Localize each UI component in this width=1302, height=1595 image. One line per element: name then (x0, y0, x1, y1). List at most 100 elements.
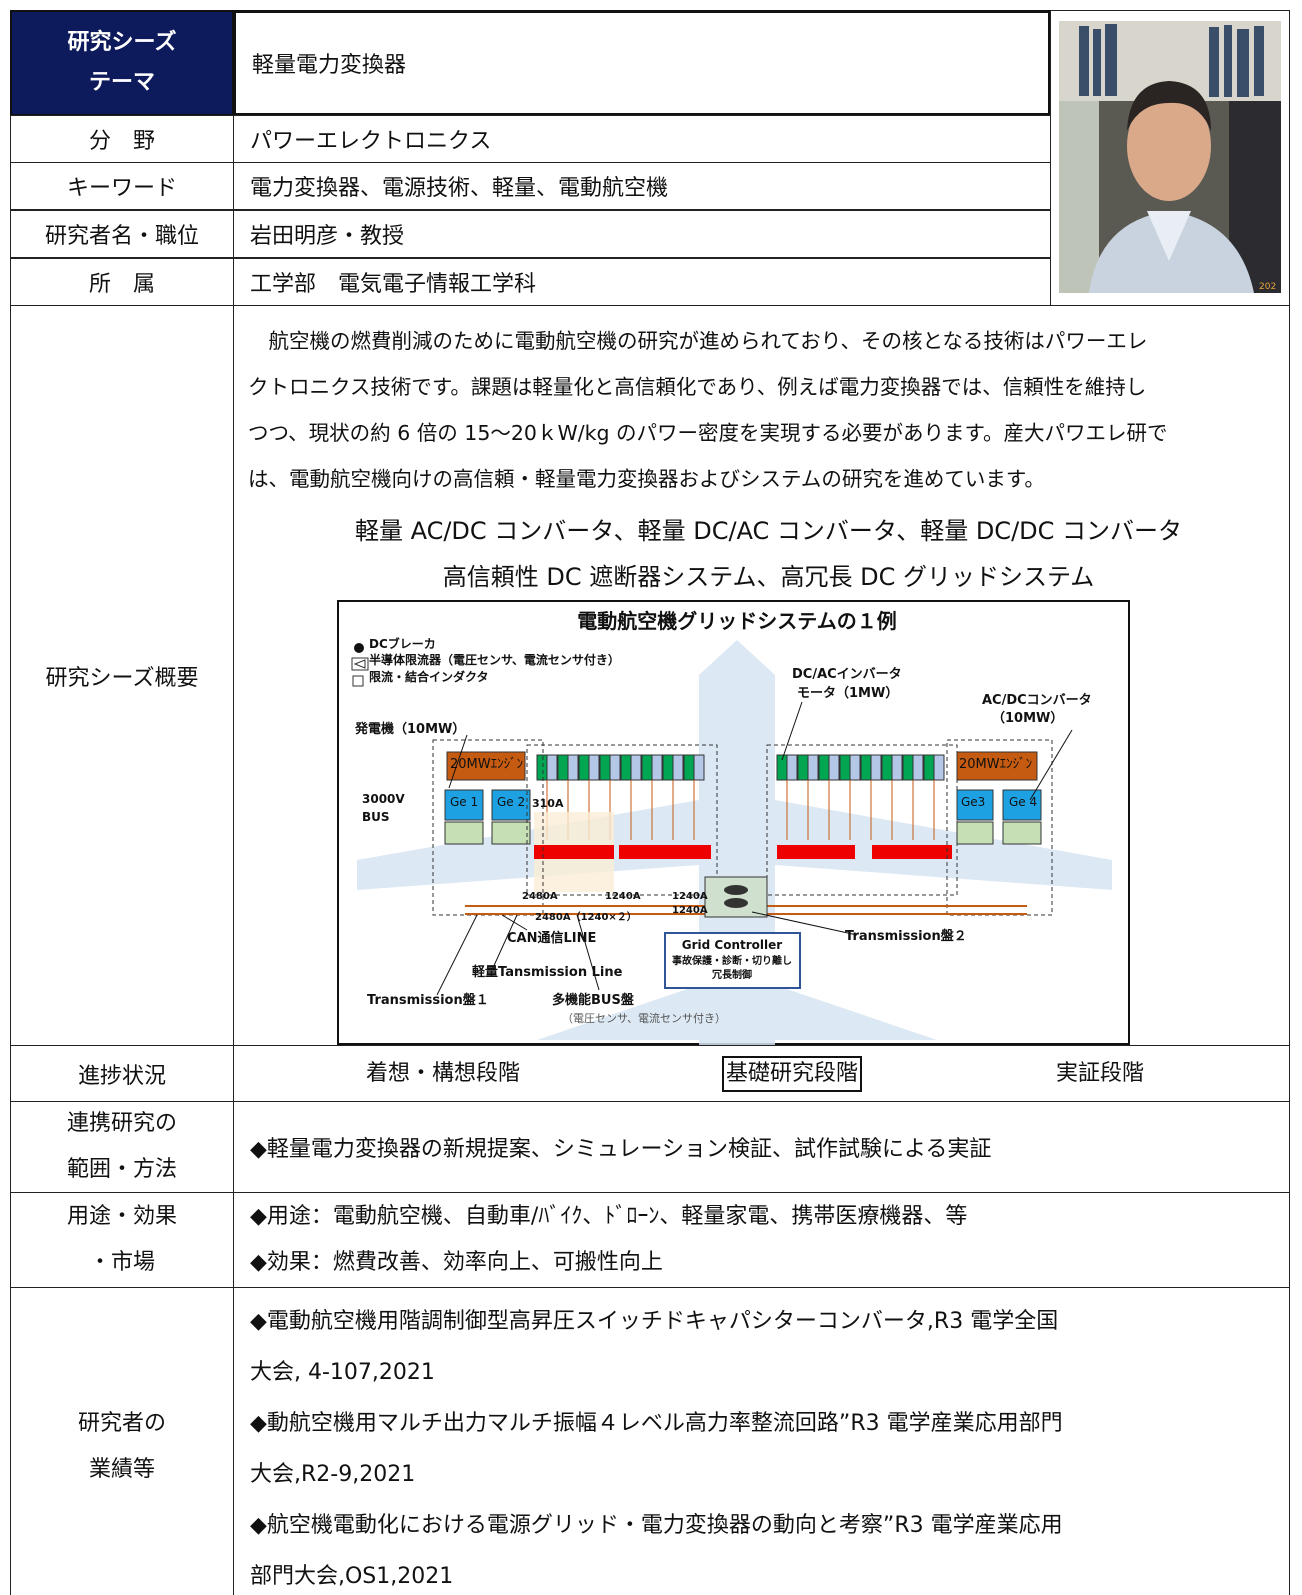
diagram-label: 多機能BUS盤 (552, 992, 635, 1008)
progress-label: 進捗状況 (10, 1045, 234, 1102)
diagram-label: 20MWｴﾝｼﾞﾝ (959, 757, 1032, 772)
achieve-label: 研究者の 業績等 (10, 1287, 234, 1595)
info-label-text: 所 属 (88, 272, 155, 297)
info-value-text: 電力変換器、電源技術、軽量、電動航空機 (250, 176, 669, 201)
progress-label-text: 進捗状況 (77, 1063, 166, 1089)
module (578, 754, 590, 781)
diagram-label: 1240A (672, 905, 708, 916)
photo-caption: 202 (1259, 282, 1276, 292)
module (651, 754, 663, 781)
info-value: 岩田明彦・教授 (233, 210, 1051, 258)
diagram-label: （10MW） (992, 710, 1063, 726)
theme-label: 研究シーズ テーマ (10, 10, 234, 116)
photo: 202 (1059, 21, 1281, 293)
diagram-label: モータ（1MW） (797, 685, 898, 701)
module (683, 754, 695, 781)
collab-label-line: 範囲・方法 (66, 1157, 177, 1182)
theme-label-line: 研究シーズ (67, 30, 177, 55)
achieve-line: ◆航空機電動化における電源グリッド・電力変換器の動向と考察”R3 電学産業応用 (250, 1513, 1063, 1538)
info-value: 電力変換器、電源技術、軽量、電動航空機 (233, 162, 1051, 210)
summary-highlights: 軽量 AC/DC コンバータ、軽量 DC/AC コンバータ、軽量 DC/DC コ… (248, 508, 1289, 600)
module (849, 754, 861, 781)
diagram-label: 電動航空機グリッドシステムの１例 (577, 609, 896, 633)
module (641, 754, 653, 781)
collab-label-line: 連携研究の (66, 1111, 177, 1136)
module (839, 754, 851, 781)
collab-value: ◆軽量電力変換器の新規提案、シミュレーション検証、試作試験による実証 (233, 1101, 1290, 1193)
achieve-line: 大会, 4-107,2021 (250, 1360, 435, 1385)
diagram-label: （電圧センサ、電流センサ付き） (562, 1011, 726, 1025)
diagram-label: Ge 1 (450, 795, 478, 809)
diagram-label: Transmission盤１ (367, 992, 489, 1008)
info-value-text: 岩田明彦・教授 (250, 224, 405, 249)
info-label-text: 分 野 (88, 129, 155, 154)
info-label: 所 属 (10, 258, 234, 306)
diagram-label: Grid Controller (682, 938, 783, 952)
achieve-value: ◆電動航空機用階調制御型高昇圧スイッチドキャパシターコンバータ,R3 電学全国大… (233, 1287, 1290, 1595)
progress-body: 着想・構想段階 基礎研究段階 実証段階 (233, 1045, 1290, 1102)
module (786, 754, 798, 781)
progress-stage: 着想・構想段階 (366, 1061, 521, 1086)
diagram-label: 冗長制御 (712, 968, 752, 981)
info-value-text: パワーエレクトロニクス (250, 129, 492, 154)
diagram-label: 軽量Tansmission Line (472, 964, 623, 980)
theme-text: 軽量電力変換器 (252, 53, 407, 78)
summary-label: 研究シーズ概要 (10, 305, 234, 1046)
module (620, 754, 632, 781)
diagram-label: 1240A (605, 891, 641, 902)
apps-line: ◆効果：燃費改善、効率向上、可搬性向上 (250, 1250, 663, 1275)
achieve-line: 大会,R2-9,2021 (250, 1462, 416, 1487)
module (933, 754, 945, 781)
info-value: 工学部 電気電子情報工学科 (233, 258, 1051, 306)
apps-label-line: 用途・効果 (66, 1204, 177, 1229)
achieve-label-line: 研究者の (77, 1411, 166, 1436)
collab-text: ◆軽量電力変換器の新規提案、シミュレーション検証、試作試験による実証 (250, 1137, 992, 1162)
diagram-label: 20MWｴﾝｼﾞﾝ (450, 757, 523, 772)
highlight-line: 高信頼性 DC 遮断器システム、高冗長 DC グリッドシステム (442, 563, 1095, 591)
module (599, 754, 611, 781)
module (891, 754, 903, 781)
module (881, 754, 893, 781)
module (797, 754, 809, 781)
module (546, 754, 558, 781)
info-label-text: キーワード (66, 176, 177, 201)
summary-label-text: 研究シーズ概要 (45, 665, 199, 691)
progress-stage: 実証段階 (1056, 1061, 1145, 1086)
achieve-line: ◆電動航空機用階調制御型高昇圧スイッチドキャパシターコンバータ,R3 電学全国 (250, 1309, 1059, 1334)
paragraph-line: つつ、現状の約 6 倍の 15～20ｋW/kg のパワー密度を実現する必要があり… (248, 421, 1168, 445)
diagram-label: Ge 2 (497, 795, 525, 809)
achieve-line: ◆動航空機用マルチ出力マルチ振幅４レベル高力率整流回路”R3 電学産業応用部門 (250, 1411, 1063, 1436)
diagram-label: Transmission盤２ (845, 928, 967, 944)
module (923, 754, 935, 781)
diagram-label: CAN通信LINE (507, 930, 596, 946)
summary-body: 航空機の燃費削減のために電動航空機の研究が進められており、その核となる技術はパワ… (233, 305, 1290, 1046)
diagram-label: DCブレーカ (369, 636, 436, 651)
diagram-label: Ge3 (961, 795, 985, 809)
apps-label-line: ・市場 (88, 1250, 155, 1275)
diagram-label: 1240A (672, 891, 708, 902)
module (870, 754, 882, 781)
diagram-label: Ge 4 (1009, 795, 1037, 809)
summary-paragraph: 航空機の燃費削減のために電動航空機の研究が進められており、その核となる技術はパワ… (248, 318, 1289, 502)
module (818, 754, 830, 781)
apps-label: 用途・効果 ・市場 (10, 1192, 234, 1288)
theme-value: 軽量電力変換器 (233, 10, 1051, 116)
diagram-label: 2480A (522, 891, 558, 902)
progress-stages: 着想・構想段階 基礎研究段階 実証段階 (234, 1046, 1289, 1101)
theme-label-line: テーマ (88, 70, 155, 95)
collab-label: 連携研究の 範囲・方法 (10, 1101, 234, 1193)
info-label: 研究者名・職位 (10, 210, 234, 258)
achieve-line: 部門大会,OS1,2021 (250, 1564, 454, 1589)
diagram-label: BUS (362, 810, 390, 824)
paragraph-line: は、電動航空機向けの高信頼・軽量電力変換器およびシステムの研究を進めています。 (248, 467, 1045, 491)
module (557, 754, 569, 781)
module (536, 754, 548, 781)
achieve-label-line: 業績等 (88, 1457, 155, 1482)
diagram-label: 2480A（1240×２） (535, 910, 637, 923)
module (630, 754, 642, 781)
progress-stage: 基礎研究段階 (722, 1056, 863, 1092)
info-label: キーワード (10, 162, 234, 210)
module (662, 754, 674, 781)
apps-value: ◆用途：電動航空機、自動車/ﾊﾞｲｸ、ﾄﾞﾛｰﾝ、軽量家電、携帯医療機器、等 ◆効… (233, 1192, 1290, 1288)
